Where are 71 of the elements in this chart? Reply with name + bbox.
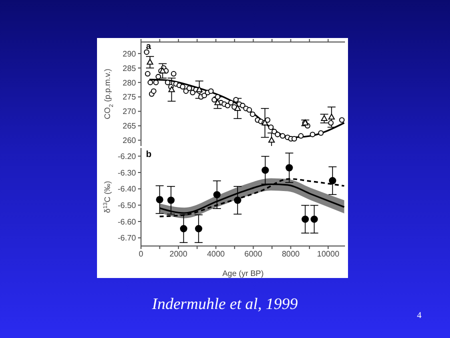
x-tick-label: 4000	[206, 250, 226, 259]
point	[328, 120, 334, 126]
point	[246, 107, 252, 113]
point	[233, 97, 239, 103]
annotation: b	[146, 149, 152, 159]
point	[156, 196, 164, 204]
point	[228, 100, 234, 106]
point	[146, 58, 154, 65]
text: 4	[417, 310, 422, 320]
point	[180, 225, 188, 232]
point	[298, 133, 304, 139]
point	[310, 132, 316, 138]
y-tick-label: -6.70	[118, 234, 137, 243]
text: Indermuhle et al, 1999	[152, 296, 298, 314]
y-tick-label: -6.30	[118, 168, 137, 178]
point	[190, 90, 196, 96]
y-tick-label: 285	[122, 64, 137, 73]
x-tick-label: 8000	[282, 250, 300, 259]
point	[214, 99, 221, 106]
point	[272, 128, 278, 134]
point	[213, 191, 221, 198]
point	[268, 136, 275, 143]
point	[167, 196, 175, 204]
point	[156, 74, 162, 80]
x-tick-label: 0	[138, 250, 144, 259]
point	[170, 71, 176, 77]
point	[280, 133, 286, 139]
point	[274, 132, 280, 138]
x-tick-label: 10000	[317, 250, 340, 259]
x-tick-label: 6000	[244, 250, 263, 259]
point	[186, 85, 192, 91]
point	[234, 104, 241, 111]
point	[250, 111, 256, 117]
y-tick-label: -6.50	[118, 201, 137, 210]
point	[144, 49, 150, 55]
y-tick-label: 260	[122, 136, 137, 146]
y-tick-label: 290	[122, 49, 137, 58]
point	[310, 216, 318, 223]
y-tick-label: -6.40	[118, 184, 137, 194]
point	[328, 177, 336, 184]
y-tick-label: -6.60	[118, 217, 137, 226]
annotation: a	[146, 41, 152, 51]
point	[194, 225, 202, 232]
y-tick-label: 265	[122, 122, 137, 131]
point	[268, 124, 274, 130]
point	[320, 115, 328, 122]
point	[291, 136, 297, 142]
point	[234, 196, 242, 204]
point	[180, 84, 186, 90]
point	[240, 102, 246, 108]
point	[286, 164, 293, 172]
point	[148, 80, 154, 86]
point	[168, 86, 175, 92]
point	[214, 94, 220, 100]
y-tick-label: 280	[122, 78, 137, 88]
point	[164, 80, 170, 86]
point	[144, 71, 150, 77]
point	[262, 166, 269, 174]
point	[150, 88, 156, 94]
point	[339, 117, 345, 123]
point	[318, 130, 324, 136]
x-axis-title: Age (yr BP)	[222, 269, 264, 278]
point	[208, 88, 214, 94]
point	[328, 114, 335, 120]
point	[212, 97, 218, 103]
point	[202, 92, 208, 98]
x-tick-label: 2000	[170, 250, 188, 259]
y-tick-label: -6.20	[118, 152, 137, 162]
y-tick-label: 270	[122, 107, 137, 116]
y-tick-label: 275	[122, 92, 137, 102]
point	[302, 216, 309, 223]
